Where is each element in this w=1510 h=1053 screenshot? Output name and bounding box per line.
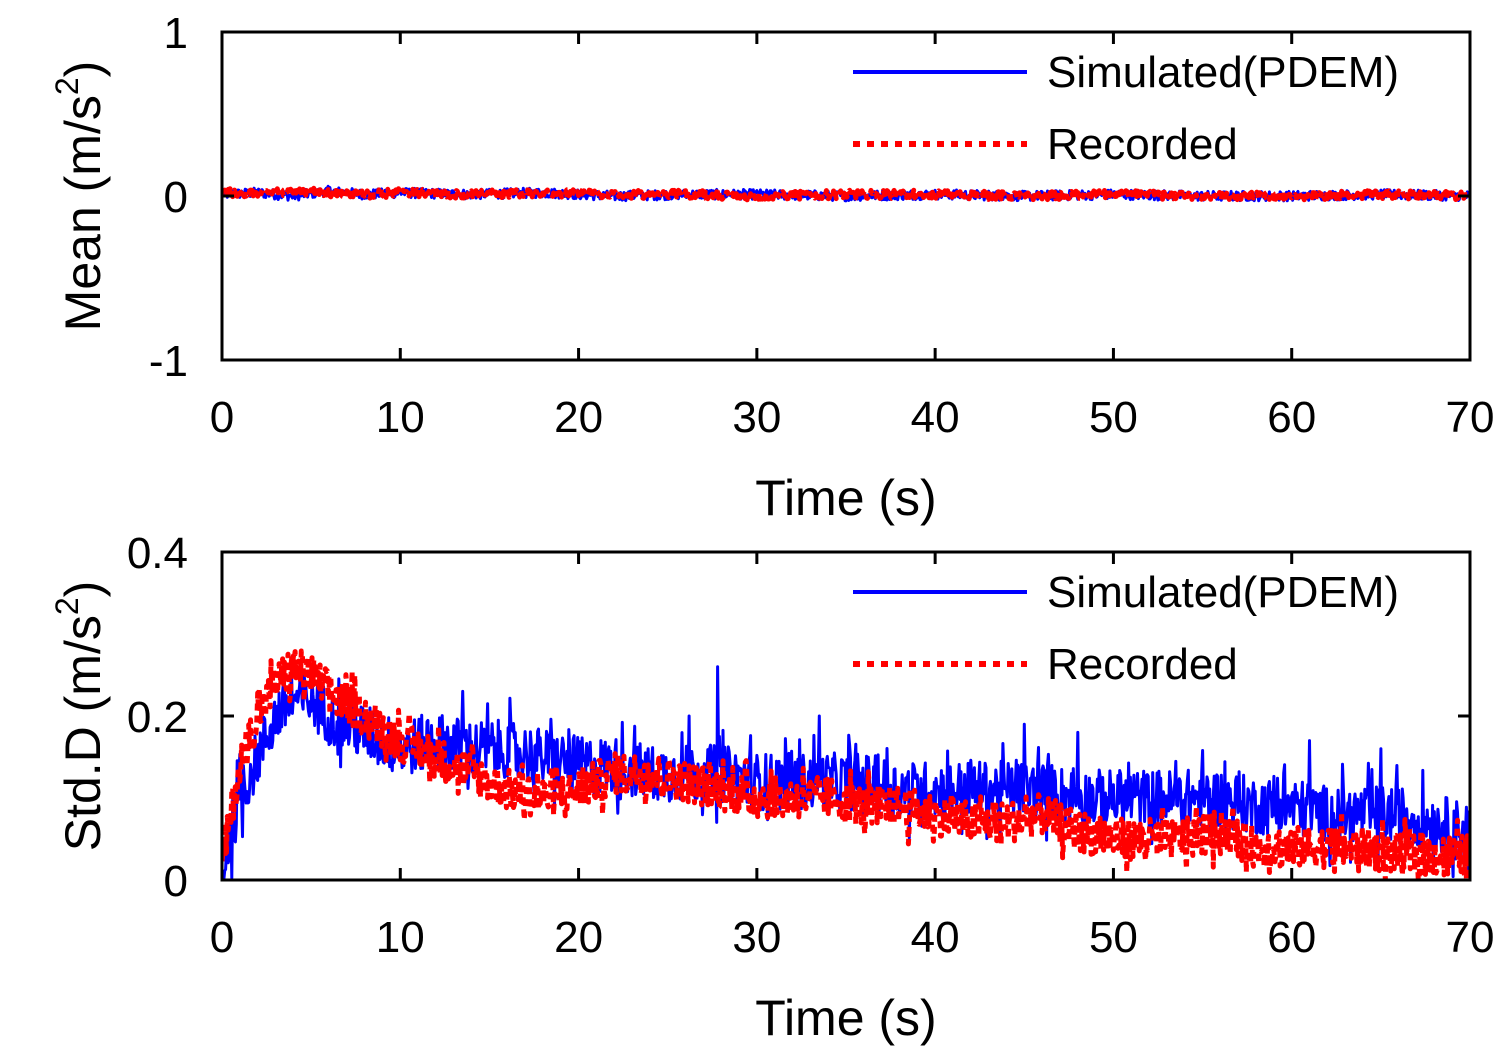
bottom-x-tick-label-4: 40 xyxy=(911,913,960,962)
bottom-x-tick-label-3: 30 xyxy=(732,913,781,962)
top-x-tick-label-2: 20 xyxy=(554,393,603,442)
bottom-x-axis-label: Time (s) xyxy=(755,990,936,1046)
top-y-tick-label-0: -1 xyxy=(149,337,188,386)
top-legend: Simulated(PDEM) Recorded xyxy=(853,48,1399,169)
bottom-legend-recorded-label: Recorded xyxy=(1047,640,1238,689)
bottom-legend-simulated-label: Simulated(PDEM) xyxy=(1047,568,1399,617)
bottom-y-tick-label-2: 0.4 xyxy=(127,529,188,578)
bottom-x-tick-label-0: 0 xyxy=(210,913,234,962)
top-plot-series xyxy=(222,184,1470,203)
bottom-y-tick-labels: 0 0.2 0.4 xyxy=(127,529,188,906)
top-legend-simulated-label: Simulated(PDEM) xyxy=(1047,48,1399,97)
bottom-y-axis-label-exponent: 2 xyxy=(49,597,85,615)
top-y-tick-label-2: 1 xyxy=(164,9,188,58)
top-x-tick-label-7: 70 xyxy=(1446,393,1495,442)
top-x-tick-label-4: 40 xyxy=(911,393,960,442)
bottom-x-tick-labels: 0 10 20 30 40 50 60 70 xyxy=(210,913,1495,962)
top-series-recorded-line xyxy=(222,185,1470,203)
top-x-tick-label-5: 50 xyxy=(1089,393,1138,442)
bottom-x-tick-label-6: 60 xyxy=(1267,913,1316,962)
bottom-plot-series xyxy=(222,648,1470,880)
top-y-tick-label-1: 0 xyxy=(164,173,188,222)
top-x-axis-label: Time (s) xyxy=(755,470,936,526)
top-x-tick-labels: 0 10 20 30 40 50 60 70 xyxy=(210,393,1495,442)
top-x-tick-label-1: 10 xyxy=(376,393,425,442)
bottom-legend: Simulated(PDEM) Recorded xyxy=(853,568,1399,689)
top-y-tick-labels: -1 0 1 xyxy=(149,9,188,386)
bottom-series-recorded-line xyxy=(222,648,1470,880)
top-y-axis-label-main: Mean (m/s xyxy=(55,95,111,331)
top-x-tick-label-0: 0 xyxy=(210,393,234,442)
top-x-tick-label-6: 60 xyxy=(1267,393,1316,442)
bottom-y-axis-label: Std.D (m/s2) xyxy=(49,581,111,852)
bottom-y-axis-label-close: ) xyxy=(55,581,111,598)
bottom-axis-ticks xyxy=(220,550,1472,882)
bottom-x-tick-label-2: 20 xyxy=(554,913,603,962)
bottom-std-chart: 0 10 20 30 40 50 60 70 0 0.2 0.4 Time (s) Std.D (… xyxy=(49,529,1494,1046)
bottom-y-axis-label-main: Std.D (m/s xyxy=(55,615,111,851)
top-legend-recorded-label: Recorded xyxy=(1047,120,1238,169)
bottom-y-tick-label-0: 0 xyxy=(164,857,188,906)
top-axis-ticks xyxy=(220,30,1472,362)
top-y-axis-label-exponent: 2 xyxy=(49,77,85,95)
bottom-x-tick-label-5: 50 xyxy=(1089,913,1138,962)
bottom-x-tick-label-7: 70 xyxy=(1446,913,1495,962)
bottom-y-tick-label-1: 0.2 xyxy=(127,693,188,742)
top-y-axis-label: Mean (m/s2) xyxy=(49,61,111,332)
bottom-x-tick-label-1: 10 xyxy=(376,913,425,962)
top-x-tick-label-3: 30 xyxy=(732,393,781,442)
top-y-axis-label-close: ) xyxy=(55,61,111,78)
top-mean-chart: 0 10 20 30 40 50 60 70 -1 0 1 Time (s) Mean (m/s2… xyxy=(49,9,1494,526)
